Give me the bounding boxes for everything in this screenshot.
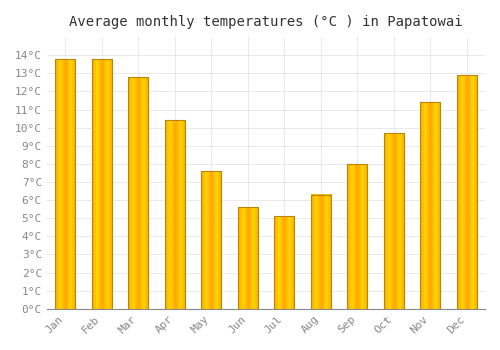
Bar — [310, 195, 330, 309]
Bar — [55, 59, 75, 309]
Title: Average monthly temperatures (°C ) in Papatowai: Average monthly temperatures (°C ) in Pa… — [69, 15, 462, 29]
Bar — [274, 216, 294, 309]
Bar — [164, 120, 184, 309]
Bar — [456, 75, 477, 309]
Bar — [128, 77, 148, 309]
Bar — [384, 133, 404, 309]
Bar — [92, 59, 112, 309]
Bar — [347, 164, 368, 309]
Bar — [420, 102, 440, 309]
Bar — [201, 171, 221, 309]
Bar — [238, 207, 258, 309]
